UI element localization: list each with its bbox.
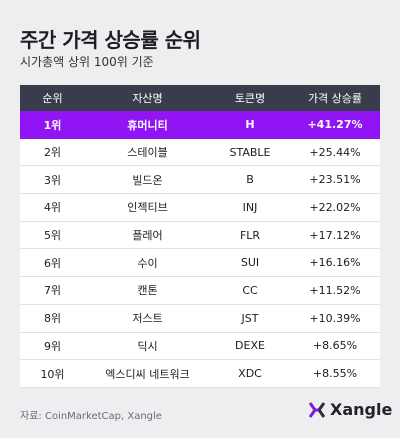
table-cell: 8위 [43,312,62,326]
table-cell: 플레어 [132,229,163,243]
table-row: 1위 휴머니티 H +41.27% [20,111,380,139]
column-header: 순위 [42,92,63,105]
table-cell: 9위 [43,339,62,353]
table-row: 6위 수이 SUI +16.16% [20,249,380,278]
brand-logo: Xangle [308,400,392,419]
table-row: 9위 딕시 DEXE +8.65% [20,332,380,361]
table-cell: 딕시 [137,339,158,353]
table-cell: 엑스디씨 네트워크 [105,367,190,381]
table-cell: STABLE [229,145,271,159]
table-cell: +16.16% [309,256,361,270]
ranking-table: 순위 자산명 토큰명 가격 상승률 1위 휴머니티 H +41.27% 2위 스테이블 STABLE… [20,85,380,388]
table-cell: 빌드온 [132,173,163,187]
table-cell: +22.02% [309,200,361,214]
table-cell: +17.12% [309,228,361,242]
table-cell: DEXE [235,339,265,353]
table-cell: 수이 [137,256,158,270]
table-cell: +11.52% [309,283,361,297]
table-row: 7위 캔톤 CC +11.52% [20,277,380,305]
table-row: 2위 스테이블 STABLE +25.44% [20,138,380,167]
table-cell: 4위 [43,201,62,215]
table-cell: 6위 [43,256,62,270]
table-cell: 7위 [43,284,62,298]
column-header: 토큰명 [234,92,266,105]
table-cell: H [245,118,255,132]
table-cell: +41.27% [307,118,363,132]
table-row: 4위 인젝티브 INJ +22.02% [20,194,380,222]
table-cell: +10.39% [309,311,361,325]
table-row: 5위 플레어 FLR +17.12% [20,221,380,250]
table-cell: +23.51% [309,173,361,187]
table-cell: XDC [238,367,262,381]
table-cell: CC [242,283,258,297]
table-cell: 캔톤 [137,284,158,298]
table-cell: +8.65% [312,339,358,353]
table-cell: 스테이블 [127,146,168,160]
table-cell: INJ [242,200,258,214]
table-row: 10위 엑스디씨 네트워크 XDC +8.55% [20,360,380,388]
table-cell: 저스트 [132,312,163,326]
table-cell: B [246,173,254,187]
table-cell: +8.55% [312,367,358,381]
table-cell: 10위 [40,367,65,381]
table-cell: SUI [240,256,260,270]
table-cell: FLR [239,228,261,242]
table-cell: 2위 [43,146,62,160]
table-cell: 인젝티브 [127,201,168,215]
subtitle: 시가총액 상위 100위 기준 [20,55,154,69]
logo-icon [308,401,326,418]
table-cell: 3위 [43,173,62,187]
source: 자료: CoinMarketCap, Xangle [20,411,162,422]
brand-name: Xangle [330,400,393,419]
table-cell: JST [241,311,259,325]
table-cell: 휴머니티 [127,118,168,132]
table-row: 8위 저스트 JST +10.39% [20,304,380,333]
table-cell: 1위 [43,118,62,132]
title: 주간 가격 상승률 순위 [20,28,201,52]
header-row: 순위 자산명 토큰명 가격 상승률 [20,85,380,111]
table-cell: +25.44% [309,145,361,159]
column-header: 가격 상승률 [307,92,363,105]
table-row: 3위 빌드온 B +23.51% [20,166,380,195]
column-header: 자산명 [132,92,163,105]
table-cell: 5위 [43,229,62,243]
